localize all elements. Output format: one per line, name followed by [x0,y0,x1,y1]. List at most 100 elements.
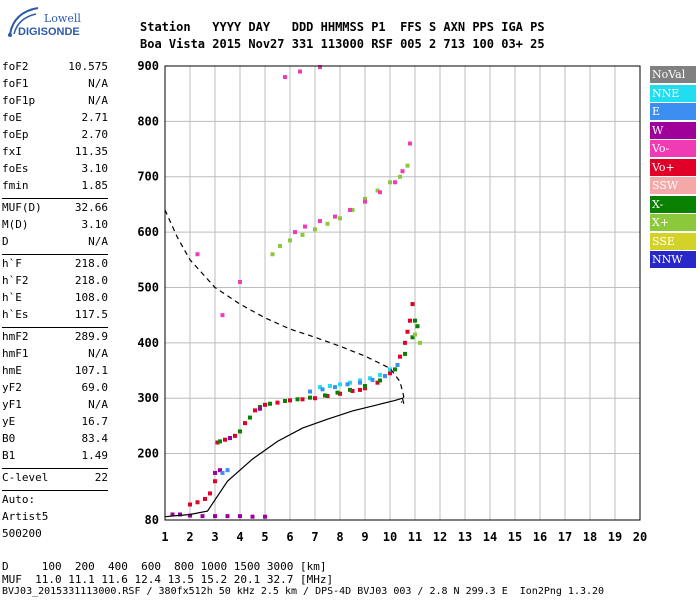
echo-point [278,243,282,248]
echo-point [238,279,242,284]
y-tick-label: 700 [137,170,159,184]
x-tick-label: 2 [186,530,193,544]
param-value: 218.0 [74,257,108,270]
digisonde-logo: Lowell DIGISONDE [4,4,81,44]
header-labels: Station YYYY DAY DDD HHMMSS P1 FFS S AXN… [140,20,545,34]
echo-point [375,380,380,385]
echo-point [370,377,375,382]
echo-point [293,230,297,235]
param-value: N/A [88,94,108,107]
echo-point [288,398,292,403]
echo-point [348,380,352,385]
echo-point [338,216,342,221]
param-row: foEs 3.10 [2,162,108,179]
param-value: 108.0 [74,291,108,304]
legend-item: X- [650,195,696,213]
param-row: foF1p N/A [2,94,108,111]
param-value: 289.9 [74,330,108,343]
legend-item: NoVal [650,66,696,83]
echo-point [188,513,192,518]
echo-point [318,65,322,70]
autoscaler-name: Artist5 [2,510,49,523]
param-name: foE [2,111,22,124]
echo-point [300,232,305,237]
y-tick-label: 400 [137,336,159,350]
echo-point [268,401,272,406]
param-row: hmF2 289.9 [2,330,108,347]
divider [2,327,108,328]
chart-grid [164,65,641,521]
chart-marks [170,65,422,519]
true-height-profile [164,397,405,518]
echo-point [225,468,230,473]
echo-point [400,169,405,174]
echo-point [413,332,417,337]
param-name: h`E [2,291,22,304]
param-value: N/A [88,347,108,360]
legend-item: SSW [650,177,696,194]
logo-arcs-icon [8,7,39,37]
param-value: 1.85 [81,179,109,192]
echo-point [378,378,382,383]
echo-point [220,470,225,475]
echo-point [388,367,392,372]
echo-point [403,351,407,356]
legend-item: E [650,103,696,120]
echo-point [288,238,292,243]
param-row: h`E 108.0 [2,291,108,308]
echo-point [383,374,387,379]
echo-point [225,514,230,519]
echo-point [415,324,420,329]
y-tick-label: 300 [137,391,159,405]
echo-point [270,252,275,257]
param-row: hmE 107.1 [2,364,108,381]
param-row: fmin 1.85 [2,179,108,196]
echo-point [363,384,367,389]
echo-point [363,196,367,201]
param-value: N/A [88,398,108,411]
echo-point [313,227,317,232]
param-row: h`F 218.0 [2,257,108,274]
param-name: B1 [2,449,16,462]
echo-point [213,470,217,475]
plot-frame [164,65,641,521]
echo-point [208,491,212,496]
param-name: foF2 [2,60,29,73]
echo-point [368,376,372,381]
virtual-height-trace [164,209,405,403]
echo-point [328,384,332,389]
param-value: 22 [94,471,108,484]
param-name: h`F2 [2,274,29,287]
param-name: fmin [2,179,29,192]
echo-point [263,514,267,519]
chart-ticks: 1 2 3 4 5 6 7 8 9 10 11 12 13 14 15 16 17 18 19 20802003004… [137,59,647,544]
divider [2,198,108,199]
echo-point [318,219,322,224]
echo-point [363,199,367,204]
echo-point [298,69,302,74]
echo-point [213,514,217,519]
y-tick-label: 200 [137,447,159,461]
echo-point [238,514,242,519]
echo-point [333,214,337,219]
echo-point [333,385,337,390]
echo-point [410,302,415,307]
echo-point [308,389,312,394]
echo-point [195,500,200,505]
y-tick-label: 800 [137,114,159,128]
echo-point [348,387,352,392]
param-name: hmF1 [2,347,29,360]
echo-point [238,429,242,434]
legend-item: NNE [650,84,696,102]
echo-point [325,393,330,398]
muf-row: MUF 11.0 11.1 11.6 12.4 13.5 15.2 20.1 3… [2,573,334,586]
param-name: C-level [2,471,49,484]
echo-point [358,387,362,392]
param-row: foEp 2.70 [2,128,108,145]
echo-point [243,421,247,426]
echo-point [413,318,417,323]
echo-point [308,395,312,400]
echo-point [358,380,362,385]
y-tick-label: 500 [137,280,159,294]
param-row: yE 16.7 [2,415,108,432]
